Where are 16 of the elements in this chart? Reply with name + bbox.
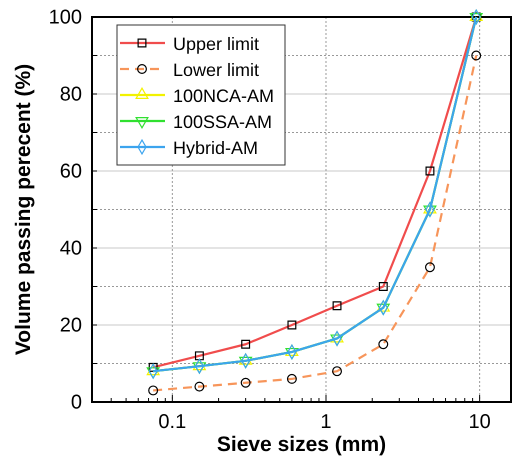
y-tick-label: 80 <box>60 83 82 106</box>
y-tick-label: 20 <box>60 314 82 336</box>
y-tick-label: 40 <box>60 237 82 260</box>
legend-label: Upper limit <box>173 34 260 54</box>
x-tick-label: 10 <box>468 411 491 434</box>
legend-label: Lower limit <box>173 60 260 80</box>
y-tick-label: 60 <box>60 160 82 182</box>
y-tick-label: 0 <box>70 391 82 414</box>
y-tick-label: 100 <box>48 6 82 28</box>
legend-label: 100SSA-AM <box>173 112 272 132</box>
x-axis-title: Sieve sizes (mm) <box>216 433 386 456</box>
legend-label: Hybrid-AM <box>173 138 258 158</box>
legend-label: 100NCA-AM <box>173 86 274 106</box>
x-tick-label: 0.1 <box>158 411 186 434</box>
y-axis-title: Volume passing perecent (%) <box>12 64 35 356</box>
x-tick-label: 1 <box>320 411 332 434</box>
